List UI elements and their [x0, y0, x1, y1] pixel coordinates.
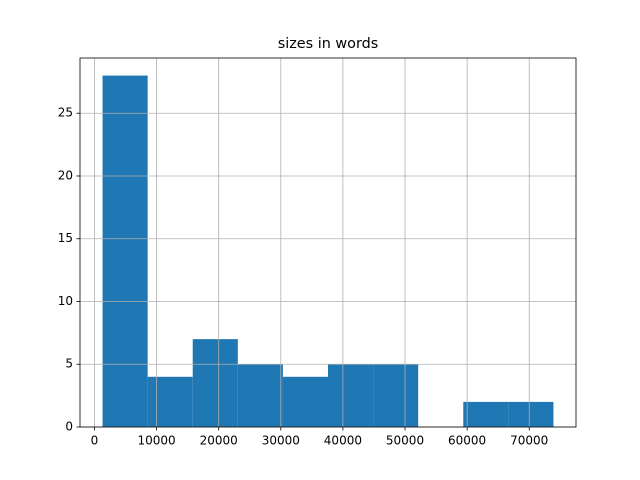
x-tick-label: 10000: [137, 434, 175, 448]
bar: [237, 364, 283, 427]
bar: [192, 339, 238, 427]
x-tick-label: 0: [91, 434, 99, 448]
x-tick-label: 40000: [324, 434, 362, 448]
bar: [102, 75, 148, 428]
bar: [463, 401, 509, 427]
x-tick-label: 20000: [200, 434, 238, 448]
y-tick-label: 5: [65, 357, 73, 371]
bar: [147, 376, 193, 427]
bar: [373, 364, 419, 427]
y-tick-label: 25: [58, 106, 73, 120]
x-tick-label: 30000: [262, 434, 300, 448]
plot-frame: [79, 57, 577, 428]
y-tick-label: 0: [65, 420, 73, 434]
x-tick-label: 50000: [386, 434, 424, 448]
x-tick-label: 60000: [448, 434, 486, 448]
y-tick-label: 20: [58, 168, 73, 182]
chart-title: sizes in words: [278, 36, 379, 52]
bar: [508, 401, 554, 427]
y-tick-label: 10: [58, 294, 73, 308]
bar: [328, 364, 374, 427]
x-tick-label: 70000: [510, 434, 548, 448]
bar: [282, 376, 328, 427]
y-tick-label: 15: [58, 231, 73, 245]
